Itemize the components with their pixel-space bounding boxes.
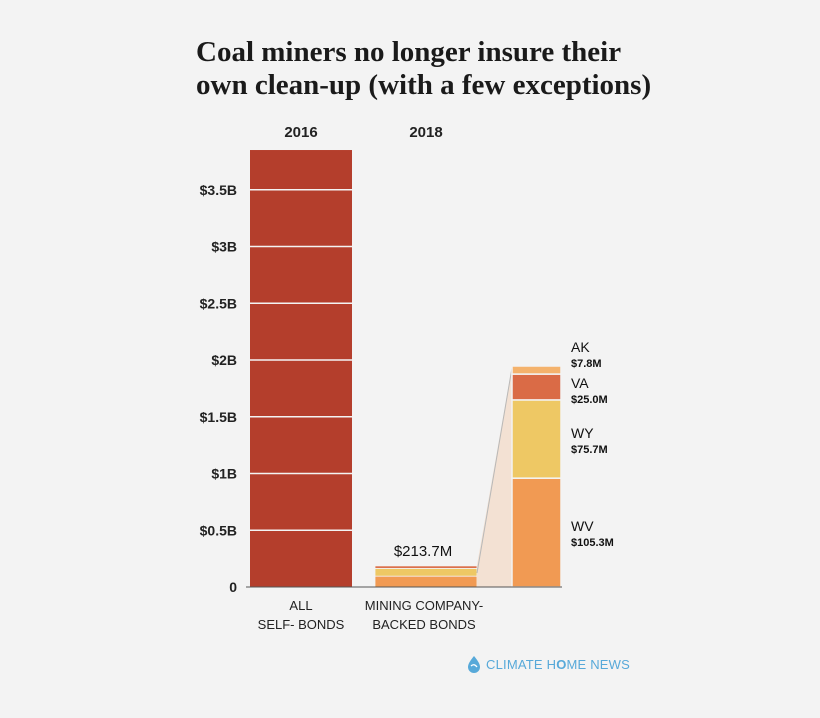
breakdown-state-label-va: VA [571, 375, 589, 391]
breakdown-segment-ak [511, 365, 562, 375]
category-label-2018-line-2: BACKED BONDS [372, 617, 476, 632]
y-tick-label: $2B [211, 352, 237, 368]
brand-name-part1: CLIMATE H [486, 656, 557, 672]
bar-2016 [250, 150, 352, 587]
bar-2018-segment-wv [374, 575, 478, 588]
breakdown-state-label-ak: AK [571, 339, 590, 355]
category-label-2016-line-2: SELF- BONDS [258, 617, 345, 632]
y-tick-label: $2.5B [200, 295, 237, 311]
chart-title-line-2: own clean-up (with a few exceptions) [196, 69, 652, 101]
brand-name-part2: O [556, 656, 567, 672]
bar-2018-segment-ak [374, 564, 478, 567]
y-tick-label: $1B [211, 466, 237, 482]
zoom-connector-line [476, 367, 513, 574]
bar-2018-group: $213.7M 2018 [374, 124, 478, 588]
y-tick-label: $1.5B [200, 409, 237, 425]
breakdown-segment-wy [511, 399, 562, 479]
breakdown-value-label-wy: $75.7M [571, 444, 608, 456]
bar-2016-group: 2016 [250, 124, 352, 587]
category-label-2016-line-1: ALL [289, 598, 312, 613]
brand-name-part3: ME NEWS [566, 656, 631, 672]
breakdown-state-label-wy: WY [571, 425, 594, 441]
category-label-2018-line-1: MINING COMPANY- [365, 598, 483, 613]
y-tick-label: 0 [229, 579, 237, 595]
chart-title: Coal miners no longer insure their own c… [196, 36, 756, 102]
globe-drop-icon [468, 656, 480, 673]
brand-name: CLIMATE HOME NEWS [486, 657, 630, 672]
breakdown-value-label-ak: $7.8M [571, 358, 602, 370]
zoom-connector-group [476, 366, 513, 587]
breakdown-segment-va [511, 373, 562, 401]
breakdown-group: WV $105.3M WY $75.7M VA $25.0M AK $7.8M [511, 339, 614, 588]
breakdown-value-label-wv: $105.3M [571, 537, 614, 549]
bar-2018-segment-wy [374, 567, 478, 577]
breakdown-value-label-va: $25.0M [571, 394, 608, 406]
y-tick-label: $3B [211, 239, 237, 255]
brand-logo[interactable]: CLIMATE HOME NEWS [466, 655, 630, 673]
breakdown-segment-wv [511, 477, 562, 588]
chart-title-line-1: Coal miners no longer insure their [196, 36, 622, 68]
y-axis: 0 $0.5B $1B $1.5B $2B $2.5B $3B $3.5B [200, 182, 238, 595]
y-tick-label: $3.5B [200, 182, 237, 198]
year-label-2018: 2018 [409, 124, 442, 141]
breakdown-state-label-wv: WV [571, 518, 594, 534]
y-tick-label: $0.5B [200, 522, 237, 538]
bar-2018-total-label: $213.7M [394, 543, 452, 560]
year-label-2016: 2016 [284, 124, 317, 141]
category-labels-group: ALL SELF- BONDS MINING COMPANY- BACKED BOND… [246, 586, 562, 632]
